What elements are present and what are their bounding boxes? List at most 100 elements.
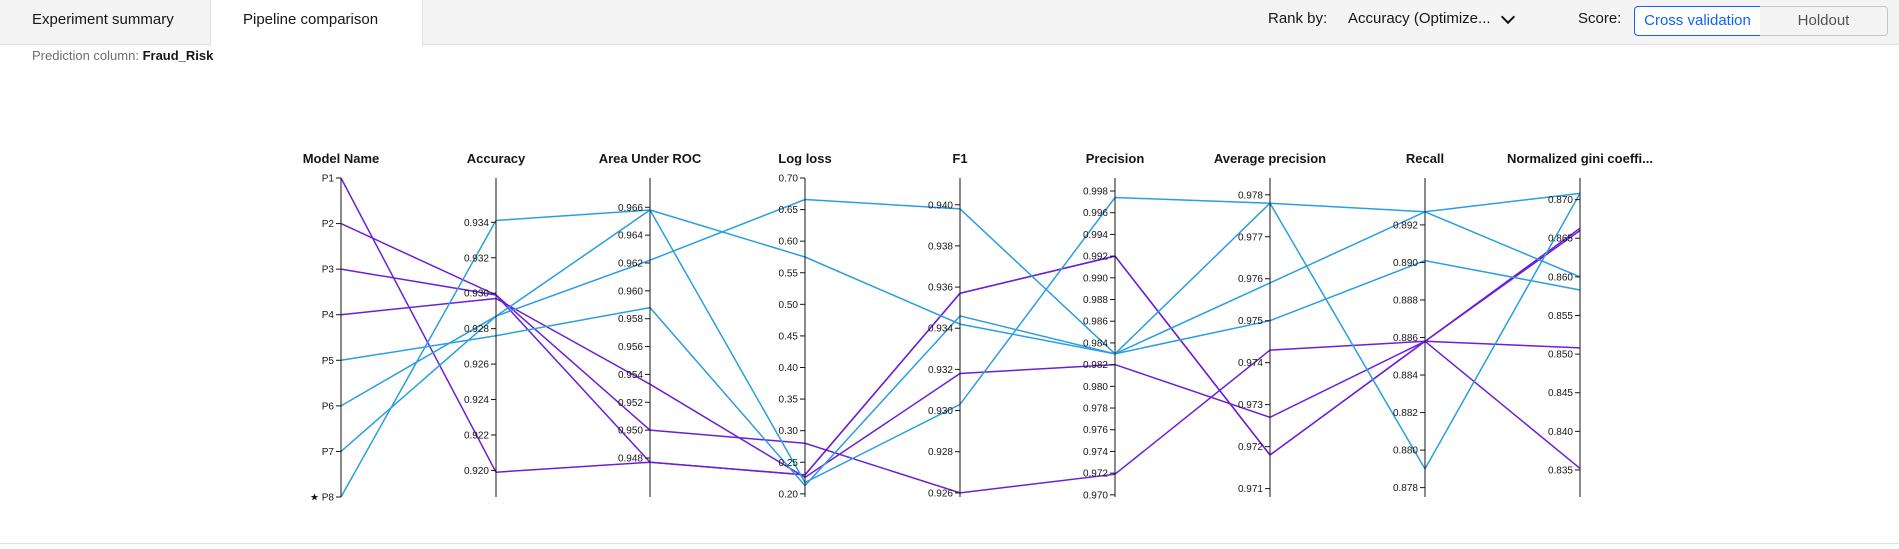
- tick-label: 0.860: [1548, 272, 1573, 283]
- tick-label: 0.964: [618, 231, 643, 242]
- axis-title: Precision: [1086, 151, 1145, 166]
- tick-label: 0.980: [1083, 382, 1108, 393]
- axis-title: Area Under ROC: [599, 151, 702, 166]
- tick-label: 0.960: [618, 286, 643, 297]
- tick-label: 0.835: [1548, 465, 1573, 476]
- tick-label: 0.855: [1548, 311, 1573, 322]
- tick-label: 0.956: [618, 342, 643, 353]
- tick-label: 0.884: [1393, 371, 1418, 382]
- tick-label: P4: [322, 310, 335, 321]
- tick-label: 0.60: [779, 237, 799, 248]
- tick-label: P3: [322, 265, 335, 276]
- tick-label: 0.882: [1393, 408, 1418, 419]
- rank-by-select[interactable]: Accuracy (Optimize...: [1348, 10, 1491, 27]
- tick-label: 0.973: [1238, 400, 1263, 411]
- rank-by-label: Rank by:: [1268, 10, 1328, 27]
- tick-label: 0.958: [618, 314, 643, 325]
- tick-label: 0.998: [1083, 187, 1108, 198]
- axis-title: Model Name: [303, 151, 380, 166]
- tick-label: 0.992: [1083, 252, 1108, 263]
- tick-label: ★ P8: [310, 493, 334, 504]
- prediction-column-label: Prediction column:: [32, 48, 139, 63]
- axis-title: Recall: [1406, 151, 1444, 166]
- tick-label: P6: [322, 401, 335, 412]
- axis-title: Average precision: [1214, 151, 1326, 166]
- tick-label: 0.934: [464, 218, 489, 229]
- tick-label: 0.850: [1548, 350, 1573, 361]
- tick-label: P1: [322, 174, 335, 185]
- tick-label: 0.70: [779, 174, 799, 185]
- axis-6: Average precision 0.978 0.977 0.976 0.975 0.9…: [1214, 151, 1326, 497]
- tick-label: 0.878: [1393, 483, 1418, 494]
- tick-label: 0.888: [1393, 295, 1418, 306]
- holdout-button[interactable]: Holdout: [1760, 6, 1888, 36]
- tick-label: 0.920: [464, 466, 489, 477]
- tick-label: 0.928: [928, 447, 953, 458]
- cross-validation-button[interactable]: Cross validation: [1634, 6, 1761, 36]
- tick-label: 0.926: [928, 488, 953, 499]
- tick-label: P2: [322, 219, 335, 230]
- tick-label: 0.25: [779, 458, 799, 469]
- tick-label: 0.948: [618, 453, 643, 464]
- tick-label: 0.954: [618, 370, 643, 381]
- tick-label: 0.926: [464, 360, 489, 371]
- top-bar: Experiment summary Pipeline comparison R…: [0, 0, 1899, 46]
- axis-1: Accuracy 0.934 0.932 0.930 0.928 0.926 0.924 0.…: [464, 151, 526, 497]
- axis-8: Normalized gini coeffi... 0.870 0.865 0.860…: [1507, 151, 1653, 497]
- tick-label: 0.994: [1083, 230, 1108, 241]
- tick-label: 0.45: [779, 331, 799, 342]
- axis-title: F1: [952, 151, 967, 166]
- axis-title: Normalized gini coeffi...: [1507, 151, 1653, 166]
- axis-4: F1 0.940 0.938 0.936 0.934 0.932 0.930 0.928 0.9…: [928, 151, 968, 499]
- bottom-divider: [0, 543, 1899, 544]
- tick-label: 0.886: [1393, 333, 1418, 344]
- axis-5: Precision 0.998 0.996 0.994 0.992 0.990 0.988 0…: [1083, 151, 1144, 501]
- tick-label: 0.976: [1083, 425, 1108, 436]
- tick-label: 0.924: [464, 395, 489, 406]
- tick-label: 0.870: [1548, 195, 1573, 206]
- tick-label: 0.20: [779, 489, 799, 500]
- tick-label: 0.940: [928, 200, 953, 211]
- tick-label: 0.984: [1083, 338, 1108, 349]
- tick-label: 0.971: [1238, 484, 1263, 495]
- tick-label: 0.962: [618, 258, 643, 269]
- tick-label: 0.40: [779, 363, 799, 374]
- tab-experiment-summary[interactable]: Experiment summary: [32, 11, 174, 28]
- tick-label: 0.986: [1083, 317, 1108, 328]
- tick-label: 0.974: [1238, 358, 1263, 369]
- tick-label: 0.970: [1083, 490, 1108, 501]
- tick-label: 0.990: [1083, 273, 1108, 284]
- score-label: Score:: [1578, 10, 1622, 27]
- tick-label: 0.55: [779, 268, 799, 279]
- tick-label: 0.950: [618, 426, 643, 437]
- tick-label: 0.975: [1238, 316, 1263, 327]
- tick-label: 0.976: [1238, 274, 1263, 285]
- tick-label: 0.982: [1083, 360, 1108, 371]
- axis-0: Model Name P1 P2 P3 P4 P5 P6 P7 ★ P8: [303, 151, 380, 504]
- tick-label: 0.65: [779, 205, 799, 216]
- tick-label: 0.35: [779, 395, 799, 406]
- tick-label: 0.930: [464, 289, 489, 300]
- tick-label: 0.977: [1238, 232, 1263, 243]
- prediction-column-value: Fraud_Risk: [142, 48, 214, 63]
- axis-7: Recall 0.892 0.890 0.888 0.886 0.884 0.882 0.88…: [1393, 151, 1444, 497]
- tick-label: 0.932: [928, 365, 953, 376]
- tick-label: 0.840: [1548, 427, 1573, 438]
- tick-label: P7: [322, 447, 335, 458]
- axis-3: Log loss 0.70 0.65 0.60 0.55 0.50 0.45 0.40 0.35…: [778, 151, 831, 500]
- tick-label: 0.880: [1393, 446, 1418, 457]
- tick-label: 0.934: [928, 324, 953, 335]
- tick-label: 0.972: [1083, 469, 1108, 480]
- tab-pipeline-comparison[interactable]: Pipeline comparison: [210, 0, 423, 46]
- tick-label: 0.845: [1548, 388, 1573, 399]
- prediction-column: Prediction column: Fraud_Risk: [32, 48, 213, 63]
- tick-label: 0.865: [1548, 234, 1573, 245]
- tick-label: 0.890: [1393, 258, 1418, 269]
- axis-title: Log loss: [778, 151, 831, 166]
- axis-2: Area Under ROC 0.966 0.964 0.962 0.960 0.958 0…: [599, 151, 702, 497]
- tick-label: 0.938: [928, 241, 953, 252]
- tick-label: 0.978: [1083, 404, 1108, 415]
- tick-label: 0.972: [1238, 442, 1263, 453]
- tick-label: 0.50: [779, 300, 799, 311]
